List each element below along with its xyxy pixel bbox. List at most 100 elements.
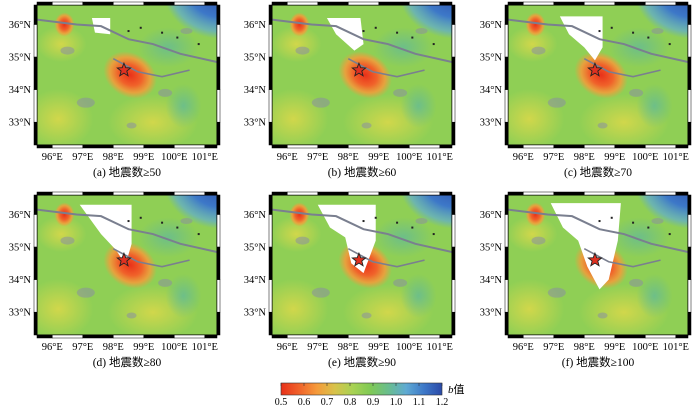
frame-segment	[317, 144, 349, 149]
lon-tick-label: 100°E	[632, 152, 658, 163]
station-marker	[647, 36, 650, 39]
frame-segment	[409, 334, 441, 339]
frame-segment	[687, 121, 692, 146]
lat-tick-label: 33°N	[9, 118, 32, 129]
low-b-zone	[525, 202, 546, 227]
terrain-shading	[158, 88, 173, 97]
frame-segment	[439, 1, 453, 6]
lon-tick-label: 99°E	[133, 152, 154, 163]
frame-segment	[174, 1, 206, 6]
frame-segment	[348, 144, 380, 149]
no-data-area	[559, 16, 603, 61]
frame-segment	[113, 1, 145, 6]
terrain-shading	[393, 88, 408, 97]
frame-segment	[523, 1, 555, 6]
frame-segment	[614, 1, 646, 6]
fault-line	[347, 58, 425, 78]
frame-segment	[317, 334, 349, 339]
frame-segment	[675, 1, 689, 6]
frame-segment	[409, 144, 441, 149]
lat-tick-label: 35°N	[480, 53, 503, 64]
colorbar-tick-label: 1.2	[436, 397, 449, 407]
lat-tick-label: 35°N	[9, 243, 32, 254]
station-marker	[396, 221, 399, 224]
lon-tick-label: 99°E	[604, 342, 625, 353]
no-data-area	[550, 203, 621, 290]
panel-caption: (a) 地震数≥50	[93, 165, 161, 179]
frame-segment	[204, 334, 218, 339]
low-b-zone	[338, 51, 392, 99]
frame-segment	[216, 279, 221, 313]
lon-tick-label: 96°E	[42, 342, 63, 353]
lat-tick-label: 34°N	[244, 275, 267, 286]
lon-tick-label: 96°E	[42, 152, 63, 163]
map-field	[272, 5, 452, 145]
terrain-shading	[597, 122, 608, 129]
lon-tick-label: 97°E	[543, 152, 564, 163]
epicenter-star-icon	[587, 61, 603, 77]
epicenter-star-icon	[587, 251, 603, 267]
b-value-patch	[272, 216, 322, 253]
frame-segment	[504, 4, 509, 25]
frame-segment	[317, 191, 349, 196]
frame-segment	[268, 24, 273, 58]
station-marker	[176, 226, 179, 229]
lon-tick-label: 100°E	[396, 152, 422, 163]
lon-tick-label: 101°E	[192, 342, 218, 353]
frame-segment	[645, 334, 677, 339]
frame-segment	[216, 24, 221, 58]
lat-tick-label: 33°N	[244, 118, 267, 129]
panel-caption: (b) 地震数≥60	[328, 165, 397, 179]
frame-segment	[348, 1, 380, 6]
frame-segment	[504, 194, 509, 215]
lat-tick-label: 35°N	[244, 243, 267, 254]
frame-segment	[687, 194, 692, 215]
frame-segment	[687, 24, 692, 58]
lat-tick-label: 33°N	[9, 308, 32, 319]
lon-tick-label: 98°E	[338, 342, 359, 353]
frame-segment	[451, 214, 456, 248]
fault-line	[112, 248, 190, 268]
frame-segment	[687, 89, 692, 123]
station-marker	[127, 30, 130, 33]
frame-segment	[33, 194, 38, 215]
frame-segment	[523, 191, 555, 196]
frame-segment	[504, 56, 509, 90]
terrain-shading	[76, 287, 95, 298]
colorbar-tick-label: 0.5	[275, 397, 288, 407]
station-marker	[668, 233, 671, 236]
frame-segment	[378, 334, 410, 339]
frame-segment	[378, 144, 410, 149]
fault-line	[508, 208, 688, 253]
colorbar-tick-label: 0.8	[344, 397, 357, 407]
frame-segment	[82, 191, 114, 196]
station-marker	[598, 30, 601, 33]
lon-tick-label: 98°E	[103, 342, 124, 353]
lat-tick-label: 34°N	[480, 275, 503, 286]
frame-segment	[33, 24, 38, 58]
frame-segment	[645, 1, 677, 6]
fault-line	[583, 58, 661, 78]
terrain-shading	[415, 28, 428, 35]
frame-segment	[52, 334, 84, 339]
station-marker	[139, 26, 142, 29]
frame-segment	[687, 246, 692, 280]
station-marker	[127, 220, 130, 223]
frame-segment	[451, 194, 456, 215]
frame-segment	[504, 279, 509, 313]
lat-tick-label: 36°N	[9, 210, 32, 221]
frame-segment	[216, 56, 221, 90]
frame-segment	[143, 334, 175, 339]
lat-tick-label: 36°N	[244, 20, 267, 31]
lon-tick-label: 99°E	[368, 152, 389, 163]
terrain-shading	[295, 236, 310, 245]
frame-segment	[645, 144, 677, 149]
lon-tick-label: 101°E	[427, 152, 453, 163]
map-panel: 36°N 35°N 34°N 33°N 96°E 97°E 98°E 99°E 100°E 101…	[244, 191, 456, 369]
fault-line	[508, 18, 688, 63]
b-value-patch	[508, 216, 558, 253]
lon-tick-label: 98°E	[103, 152, 124, 163]
low-b-zone	[54, 12, 75, 37]
frame-segment	[216, 214, 221, 248]
